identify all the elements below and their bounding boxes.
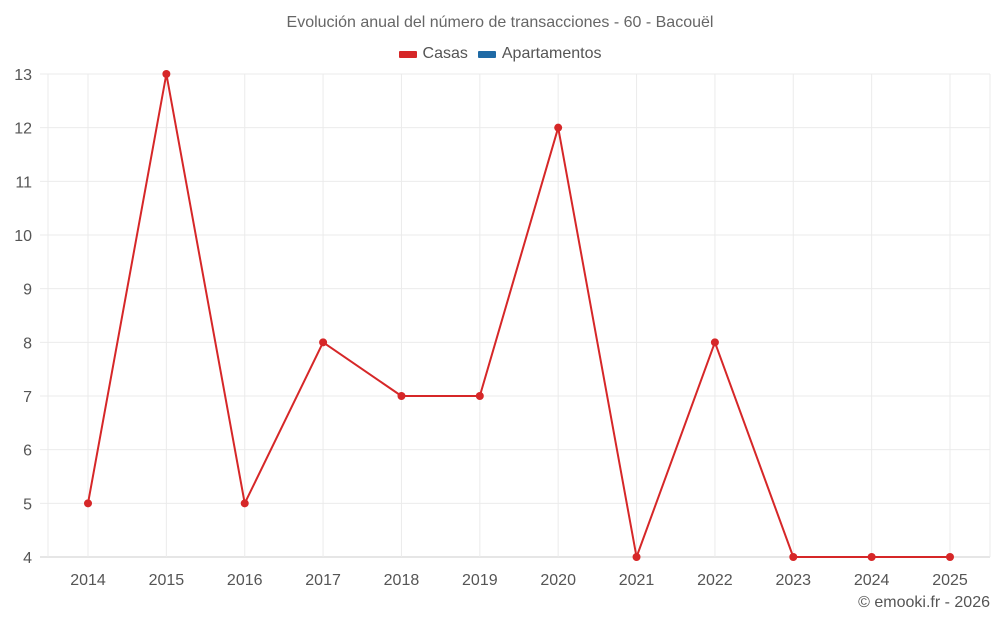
- legend-item-casas[interactable]: Casas: [398, 45, 468, 63]
- data-point: [632, 553, 641, 561]
- x-tick-label: 2024: [854, 572, 890, 589]
- y-tick-label: 11: [15, 174, 32, 191]
- data-point: [946, 553, 954, 561]
- x-tick-label: 2018: [384, 572, 420, 589]
- y-tick-label: 8: [23, 335, 32, 352]
- x-tick-label: 2019: [462, 572, 498, 589]
- y-tick-label: 12: [14, 121, 32, 138]
- chart-title: Evolución anual del número de transaccio…: [286, 14, 714, 31]
- data-point: [475, 392, 484, 400]
- data-point: [319, 338, 328, 347]
- x-tick-label: 2023: [775, 572, 811, 589]
- x-tick-label: 2017: [305, 572, 341, 589]
- x-tick-label: 2021: [619, 572, 655, 589]
- legend-label-apartamentos: Apartamentos: [501, 45, 602, 62]
- y-tick-label: 7: [23, 389, 32, 406]
- y-tick-label: 4: [23, 550, 32, 567]
- data-point: [162, 70, 171, 78]
- data-point: [84, 499, 92, 508]
- x-tick-label: 2022: [697, 572, 733, 589]
- data-point: [789, 553, 798, 561]
- legend-label-casas: Casas: [422, 45, 468, 62]
- y-tick-label: 6: [23, 443, 32, 460]
- data-point: [867, 553, 876, 561]
- x-tick-label: 2015: [149, 572, 185, 589]
- legend-item-apartamentos[interactable]: Apartamentos: [477, 45, 602, 63]
- series-line-casas: [87, 73, 950, 558]
- y-tick-label: 10: [14, 228, 32, 245]
- y-tick-label: 5: [23, 496, 32, 513]
- x-tick-label: 2014: [70, 572, 106, 589]
- y-tick-label: 9: [23, 282, 32, 299]
- credit-text: © emooki.fr - 2026: [858, 594, 990, 611]
- legend-swatch-casas: [398, 50, 417, 58]
- legend: Casas Apartamentos: [0, 45, 1000, 63]
- x-tick-label: 2020: [540, 572, 576, 589]
- data-point: [554, 123, 563, 132]
- x-tick-label: 2016: [227, 572, 263, 589]
- x-tick-label: 2025: [932, 572, 968, 589]
- data-point: [710, 338, 719, 347]
- y-tick-label: 13: [14, 67, 32, 84]
- legend-swatch-apartamentos: [477, 50, 496, 58]
- data-point: [397, 392, 406, 400]
- data-point: [240, 499, 249, 508]
